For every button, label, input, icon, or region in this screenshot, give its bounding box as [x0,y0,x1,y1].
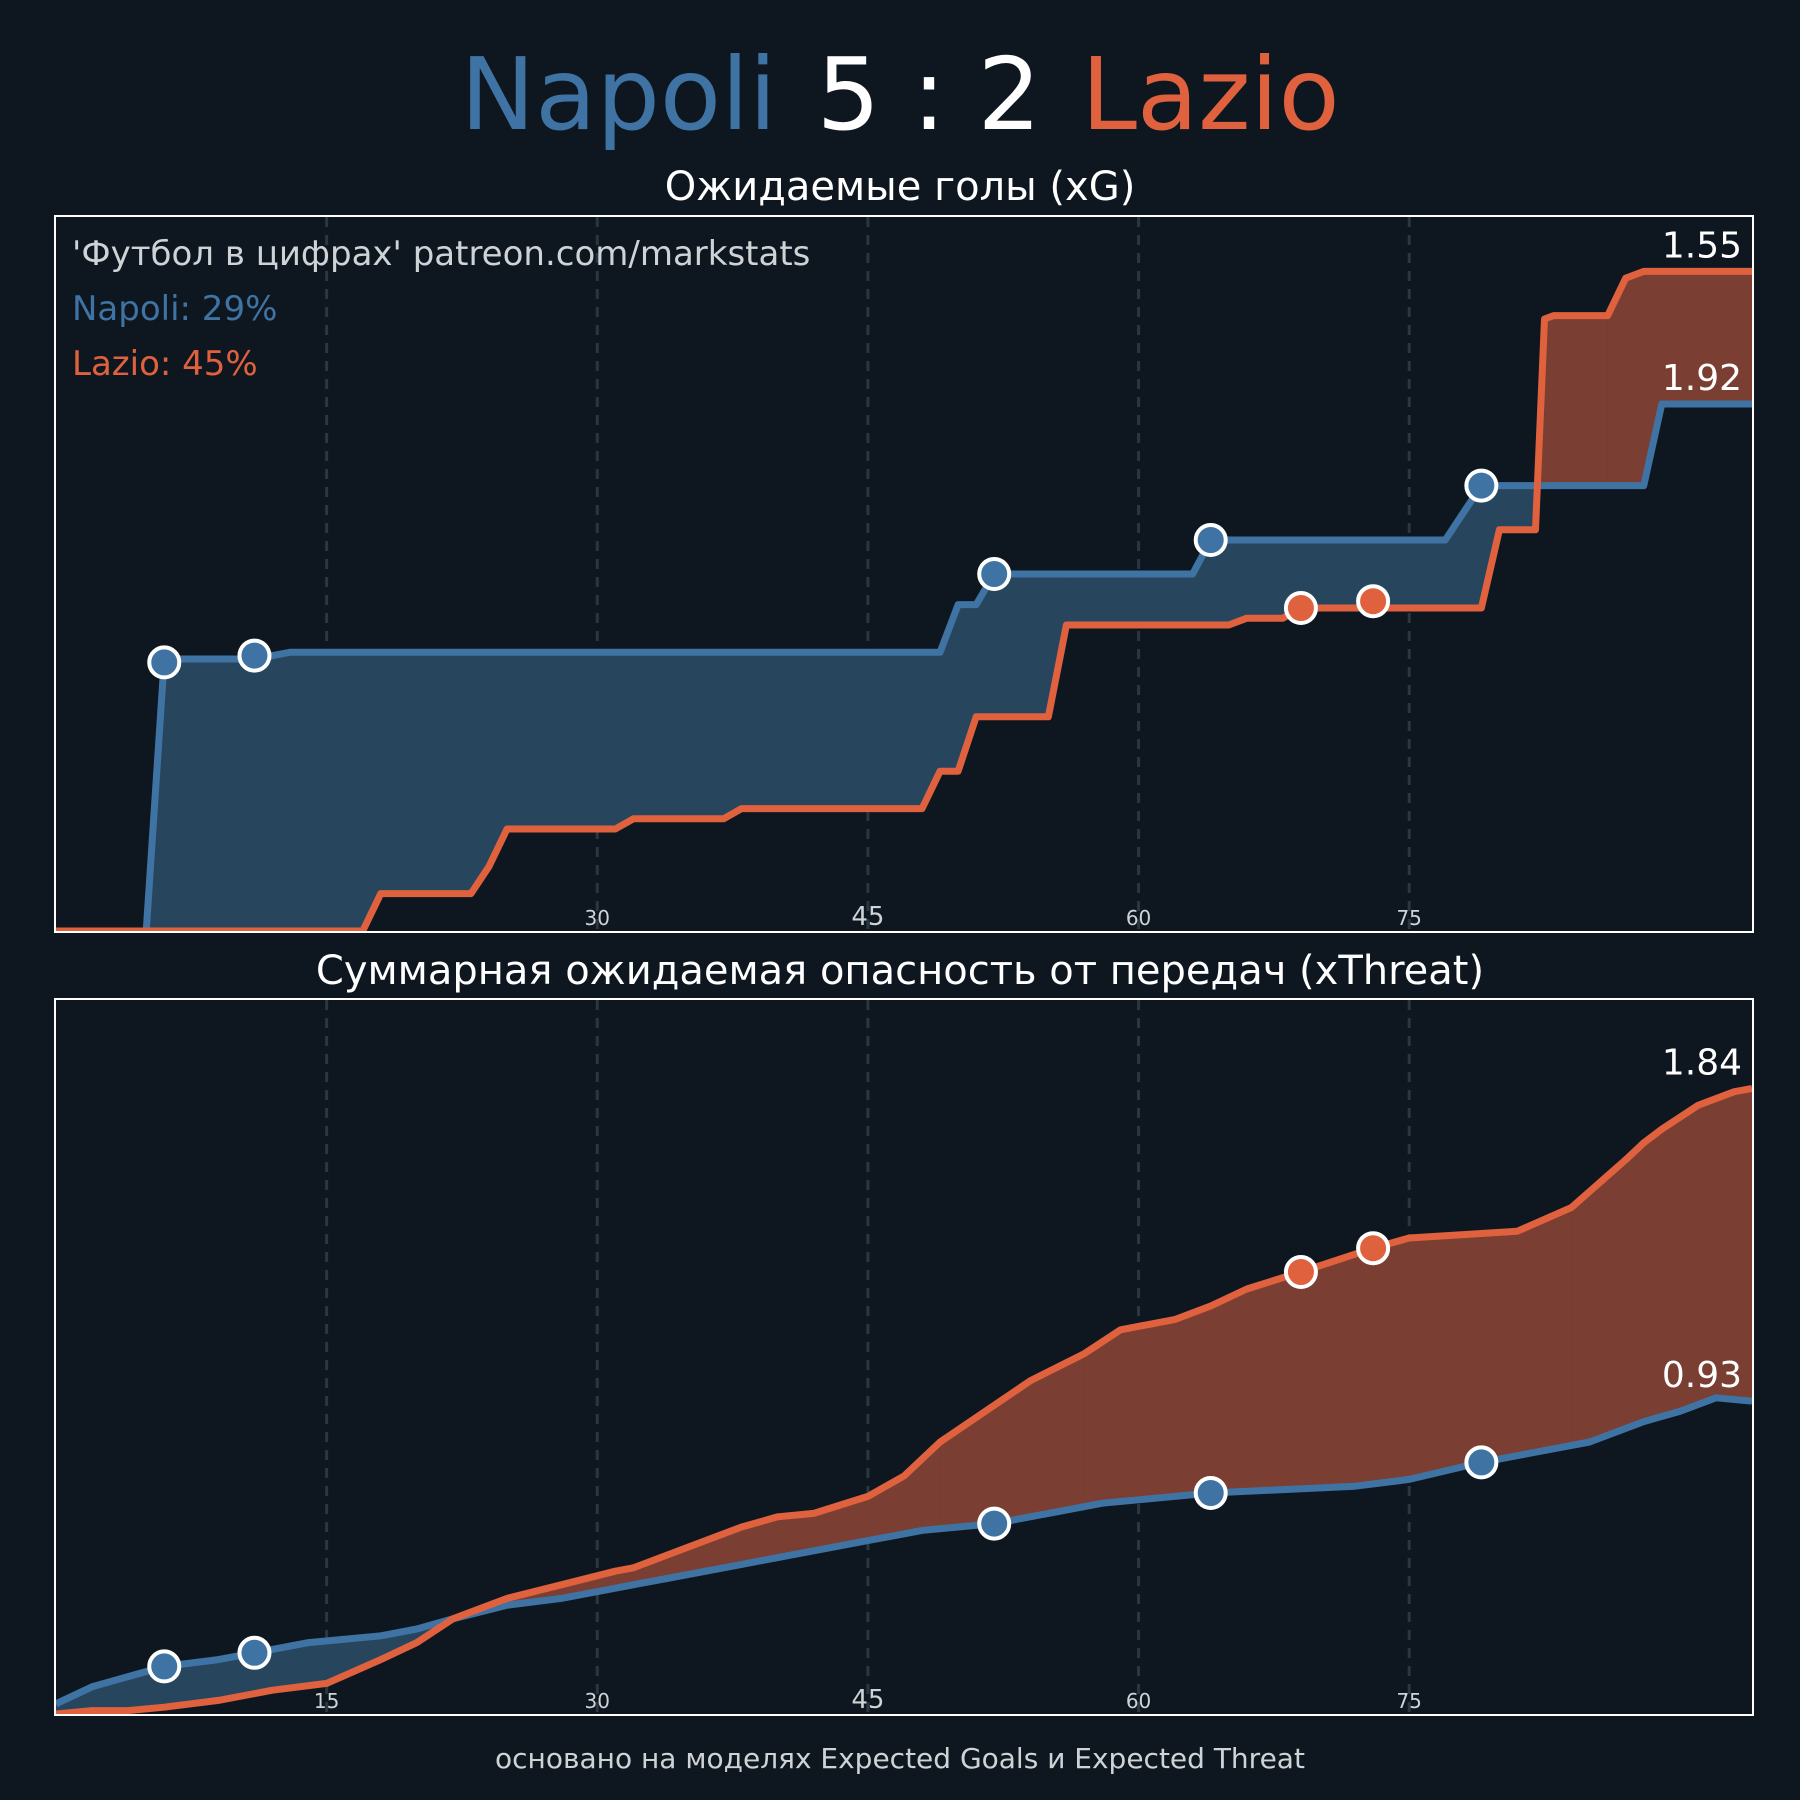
home-lead-area [1066,573,1193,626]
away-lead-area [1120,1326,1139,1502]
home-goal-marker [1464,468,1499,503]
home-goal-marker [1464,1445,1499,1480]
away-lead-area [1408,1233,1482,1480]
x-tick-label: 60 [1126,906,1151,930]
away-lead-area [1589,1159,1627,1443]
away-lead-area [1048,1353,1085,1514]
away-end-value: 1.84 [1662,1042,1742,1083]
x-tick-label: 15 [314,1689,339,1713]
home-goal-marker [977,1506,1012,1541]
home-goal-marker [977,557,1012,591]
away-lead-area [1372,1237,1410,1485]
x-tick-label: 45 [851,902,884,931]
away-goal-marker [1283,591,1318,625]
home-lead-area [254,651,291,931]
x-tick-label: 60 [1126,1689,1151,1713]
home-lead-area [290,651,364,931]
away-lead-area [1625,270,1645,486]
home-team-name: Napoli [460,36,777,153]
away-lead-area [1029,1371,1049,1518]
home-lead-area [470,651,490,895]
home-goal-marker [1193,523,1228,557]
away-lead-area [1553,315,1608,486]
home-goal-marker [237,1635,272,1670]
away-lead-area [1643,1128,1663,1422]
away-lead-area [1571,1190,1590,1446]
home-goal-marker [237,638,272,673]
x-tick-label: 75 [1396,1689,1421,1713]
match-score: 5 : 2 [816,36,1042,153]
home-lead-area [741,651,923,809]
credit-text: 'Футбол в цифрах' patreon.com/markstats [72,234,811,274]
away-lead-area [1300,1253,1356,1490]
away-lead-area [1174,1305,1212,1497]
home-lead-area [362,651,382,931]
away-goal-marker [1356,1231,1391,1266]
home-goal-marker [147,645,182,680]
home-lead-area [1228,539,1248,626]
footer-note: основано на моделях Expected Goals и Exp… [495,1742,1305,1775]
away-lead-area [1517,1222,1536,1456]
home-lead-area [1499,485,1536,531]
away-line [56,267,1752,931]
home-lead-area [615,651,634,830]
home-lead-area [163,658,255,931]
x-tick-label: 75 [1396,906,1421,930]
home-goal-marker [147,1649,182,1684]
away-lead-area [1084,1341,1103,1507]
legend-home: Napoli: 29% [72,289,278,329]
x-tick-label: 30 [585,1689,610,1713]
home-lead-area [993,573,1049,718]
away-end-value: 1.55 [1662,225,1742,266]
home-lead-area [1444,484,1482,609]
xg-chart-plot: 15304560751.921.55 [56,217,1752,931]
home-lead-area [506,651,616,830]
away-goal-marker [1356,584,1391,619]
legend-away: Lazio: 45% [72,344,258,384]
xg-chart: 15304560751.921.55 'Футбол в цифрах' pat… [54,215,1754,933]
home-goal-marker [1193,1476,1228,1510]
away-line [56,1084,1752,1714]
home-lead-area [633,651,724,820]
home-lead-area [380,651,472,894]
away-goal-marker [1283,1255,1318,1289]
home-lead-area [1246,539,1284,619]
away-lead-area [1535,1206,1572,1453]
xthreat-chart-title: Суммарная ожидаемая опасность от передач… [315,948,1485,994]
away-lead-area [1246,1277,1284,1492]
away-lead-area [1715,1091,1735,1400]
home-lead-area [308,1640,327,1687]
x-tick-label: 30 [585,906,610,930]
away-lead-area [1210,1288,1248,1494]
match-header: Napoli 5 : 2 Lazio [0,30,1800,160]
xthreat-chart-plot: 15 30 45 60 75 0.93 1.84 [56,1000,1752,1714]
home-lead-area [723,651,742,820]
away-lead-area [1102,1329,1121,1504]
home-end-value: 1.92 [1662,358,1742,399]
away-lead-area [1481,1230,1518,1463]
away-lead-area [1282,1271,1302,1490]
xg-chart-title: Ожидаемые голы (xG) [664,164,1136,210]
home-line [56,400,1752,931]
away-team-name: Lazio [1081,36,1340,153]
x-tick-label: 45 [851,1685,884,1714]
away-lead-area [1625,1142,1645,1429]
home-line [56,1394,1752,1707]
chart-info: 'Футбол в цифрах' patreon.com/markstats … [72,227,810,392]
away-lead-area [1138,1319,1175,1501]
away-lead-area [1354,1247,1374,1487]
xthreat-chart: 15 30 45 60 75 0.93 1.84 [54,998,1754,1716]
home-end-value: 0.93 [1662,1355,1742,1396]
